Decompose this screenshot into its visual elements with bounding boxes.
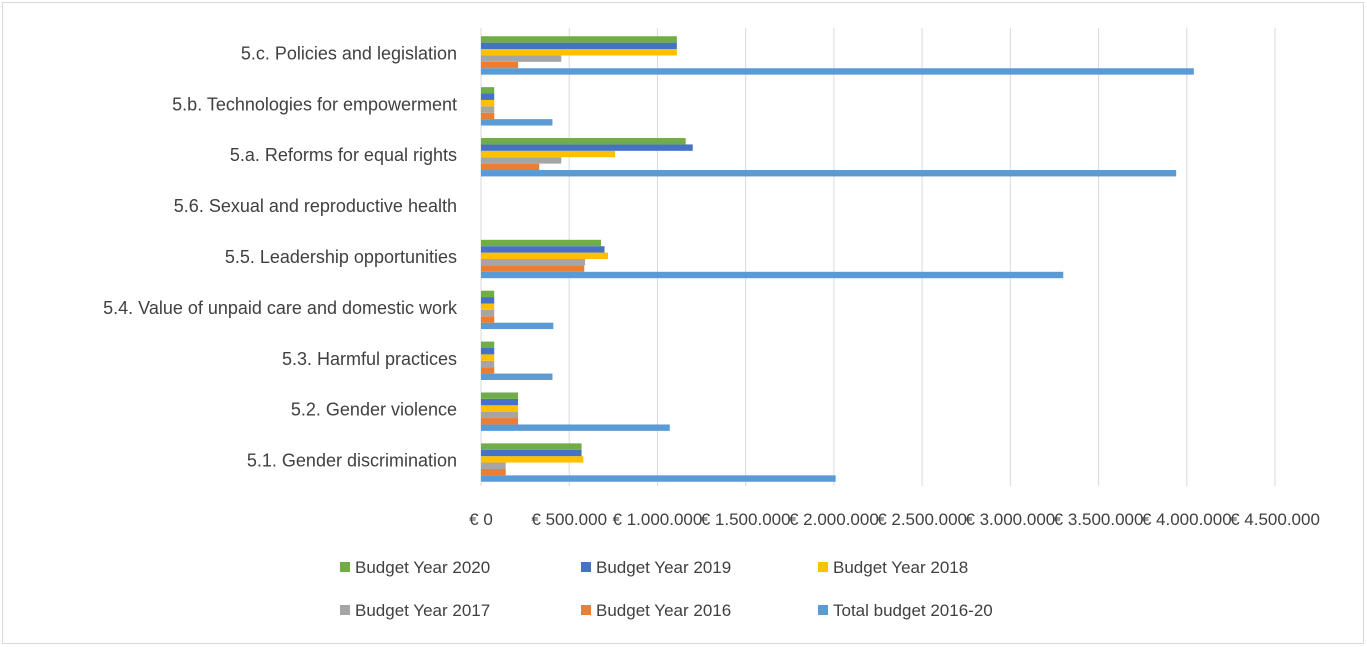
bar xyxy=(481,398,519,406)
bar xyxy=(481,170,1177,177)
legend-label: Budget Year 2017 xyxy=(355,601,490,620)
bar xyxy=(481,87,495,94)
bar xyxy=(481,456,584,463)
bar xyxy=(481,392,519,399)
legend-label: Budget Year 2020 xyxy=(355,558,490,577)
bar xyxy=(481,93,495,100)
category-label: 5.6. Sexual and reproductive health xyxy=(174,196,457,216)
bar xyxy=(481,150,616,158)
bar xyxy=(481,418,519,425)
bar xyxy=(481,290,495,298)
bar xyxy=(481,303,495,310)
category-label: 5.1. Gender discrimination xyxy=(247,451,457,471)
bar xyxy=(481,157,562,164)
bar xyxy=(481,271,1064,279)
bar xyxy=(481,354,495,361)
category-label: 5.a. Reforms for equal rights xyxy=(230,145,457,165)
x-tick-label: € 0 xyxy=(469,510,493,529)
category-label: 5.3. Harmful practices xyxy=(282,349,457,369)
category-label: 5.2. Gender violence xyxy=(291,400,457,420)
legend-swatch xyxy=(818,605,828,615)
bar xyxy=(481,468,506,476)
bar xyxy=(481,297,495,304)
bar xyxy=(481,373,553,380)
bar xyxy=(481,144,693,151)
x-tick-label: € 4.500.000 xyxy=(1230,510,1320,529)
bar xyxy=(481,265,585,272)
bar xyxy=(481,367,495,374)
bar xyxy=(481,163,540,171)
bar xyxy=(481,246,605,253)
legend-swatch xyxy=(340,562,350,572)
category-label: 5.4. Value of unpaid care and domestic w… xyxy=(103,298,458,318)
bar xyxy=(481,119,553,126)
bar xyxy=(481,475,836,482)
bar xyxy=(481,49,677,56)
bar xyxy=(481,36,677,43)
bar xyxy=(481,360,495,368)
legend-swatch xyxy=(818,562,828,572)
legend-swatch xyxy=(340,605,350,615)
bar xyxy=(481,309,495,317)
bar xyxy=(481,405,519,412)
bar xyxy=(481,106,495,113)
category-label: 5.b. Technologies for empowerment xyxy=(172,94,457,114)
category-label: 5.5. Leadership opportunities xyxy=(225,247,457,267)
bar xyxy=(481,259,586,266)
bar xyxy=(481,42,677,50)
bar xyxy=(481,138,686,145)
x-tick-labels: € 0 € 500.000 € 1.000.000€ 1.500.000€ 2.00… xyxy=(469,510,1320,529)
x-tick-label: € 500.000 xyxy=(531,510,607,529)
bar xyxy=(481,112,495,120)
bar xyxy=(481,449,582,457)
legend-label: Budget Year 2018 xyxy=(833,558,968,577)
legend-swatch xyxy=(581,562,591,572)
bar xyxy=(481,68,1194,75)
legend-label: Budget Year 2019 xyxy=(596,558,731,577)
bar xyxy=(481,99,495,107)
legend-swatch xyxy=(581,605,591,615)
x-tick-label: € 3.500.000 xyxy=(1054,510,1144,529)
legend: Budget Year 2020 Budget Year 2019 Budget Y… xyxy=(340,558,993,620)
legend-label: Total budget 2016-20 xyxy=(833,601,993,620)
x-tick-label: € 2.500.000 xyxy=(877,510,967,529)
bar xyxy=(481,316,495,323)
bar xyxy=(481,341,495,348)
bars xyxy=(481,36,1194,482)
bar xyxy=(481,443,582,450)
bar xyxy=(481,411,519,419)
legend-label: Budget Year 2016 xyxy=(596,601,731,620)
x-tick-label: € 1.000.000 xyxy=(613,510,703,529)
category-label: 5.c. Policies and legislation xyxy=(241,43,457,63)
x-tick-label: € 4.000.000 xyxy=(1142,510,1232,529)
category-labels: 5.1. Gender discrimination 5.2. Gender vi… xyxy=(103,43,458,470)
bar xyxy=(481,239,601,247)
bar xyxy=(481,424,670,431)
bar xyxy=(481,462,506,469)
x-tick-label: € 1.500.000 xyxy=(701,510,791,529)
bar xyxy=(481,322,554,330)
x-tick-label: € 2.000.000 xyxy=(789,510,879,529)
bar xyxy=(481,61,519,69)
x-tick-label: € 3.000.000 xyxy=(965,510,1055,529)
bar xyxy=(481,55,562,62)
bar xyxy=(481,252,609,259)
bar xyxy=(481,347,495,355)
